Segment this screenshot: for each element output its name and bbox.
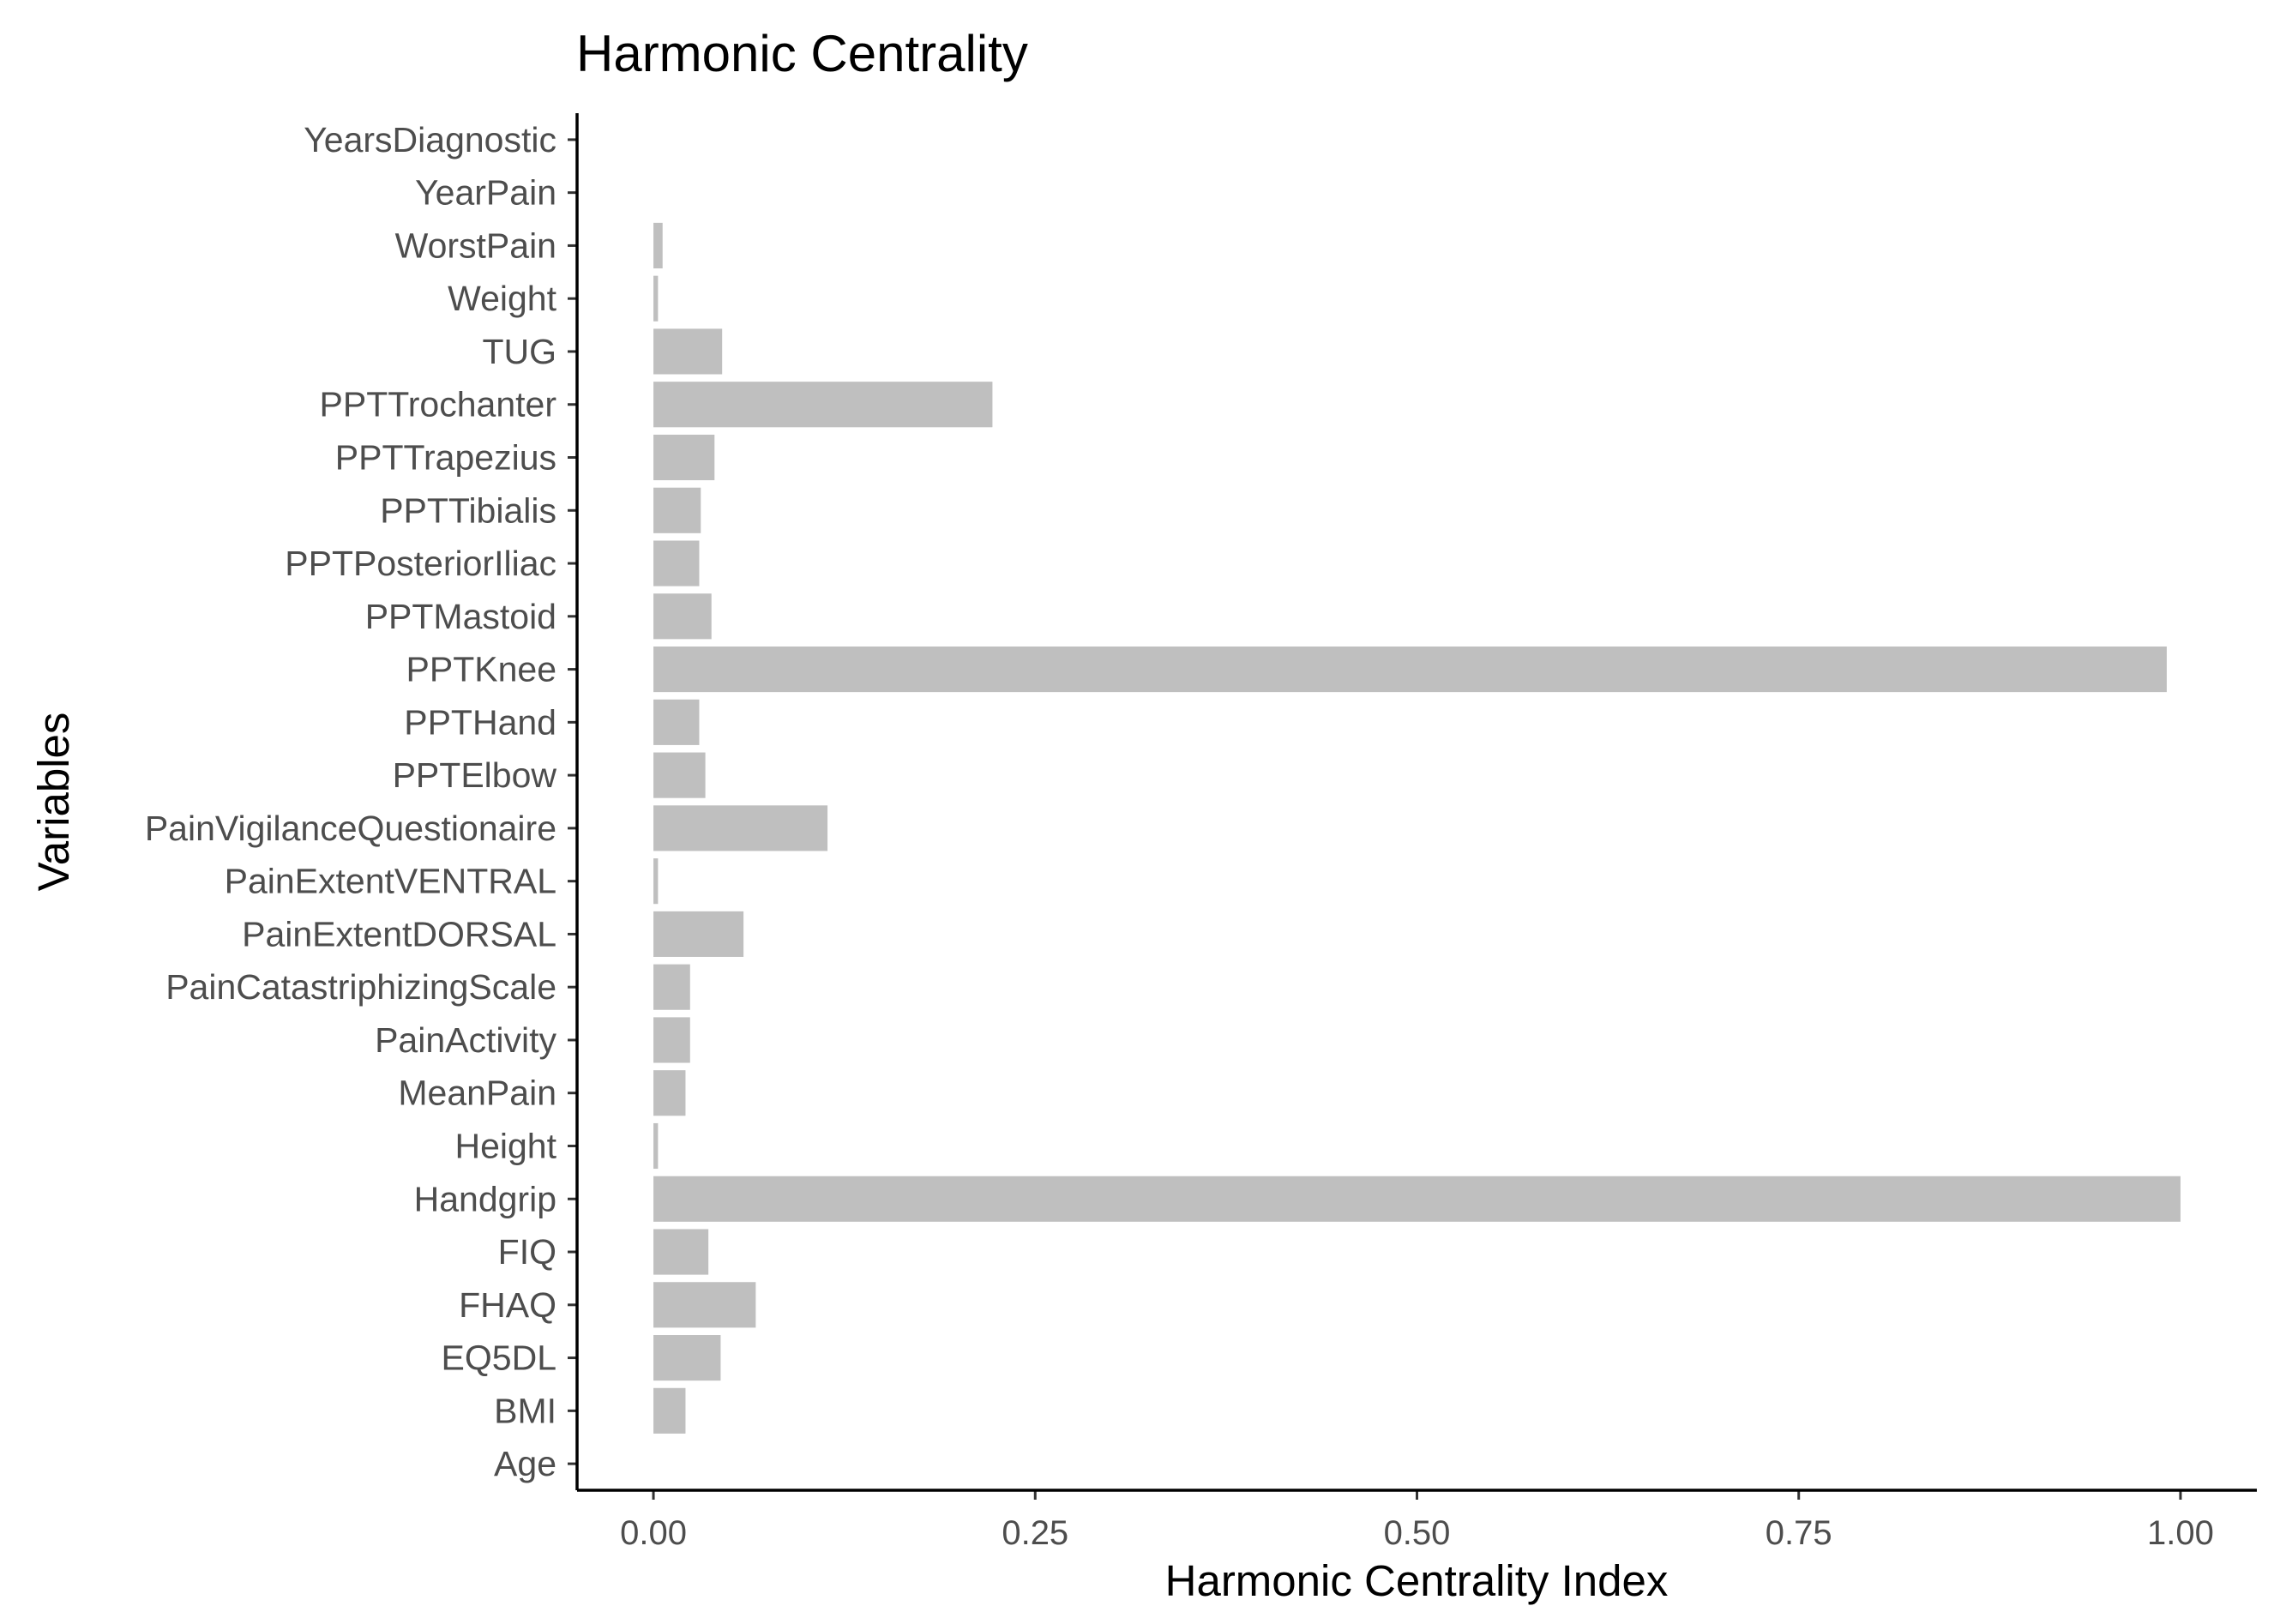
bar-Handgrip: [653, 1176, 2181, 1222]
y-tick-label: Height: [454, 1127, 556, 1166]
y-tick-label: MeanPain: [398, 1074, 556, 1113]
bar-PPTKnee: [653, 647, 2167, 693]
y-tick-label: PPTHand: [404, 702, 556, 742]
x-tick-label: 0.25: [1002, 1514, 1068, 1552]
bar-PainCatastriphizingScale: [653, 964, 690, 1010]
y-axis-title: Variables: [29, 713, 78, 892]
y-tick-label: WorstPain: [395, 226, 556, 265]
x-axis-title: Harmonic Centrality Index: [1165, 1556, 1669, 1605]
bar-WorstPain: [653, 222, 663, 268]
y-tick-label: PPTTibialis: [380, 490, 556, 530]
bar-MeanPain: [653, 1070, 686, 1116]
bar-PPTPosteriorIliac: [653, 540, 700, 586]
bar-FIQ: [653, 1229, 709, 1275]
x-tick-label: 0.50: [1384, 1514, 1451, 1552]
y-tick-label: PPTTrochanter: [320, 385, 556, 424]
bar-PainExtentDORSAL: [653, 911, 744, 957]
y-tick-label: PainActivity: [375, 1020, 556, 1060]
y-tick-label: PPTElbow: [393, 755, 557, 795]
bar-Weight: [653, 275, 659, 322]
bars: [653, 222, 2181, 1434]
y-tick-label: PainCatastriphizingScale: [165, 967, 556, 1007]
bar-PPTElbow: [653, 752, 706, 798]
bar-PPTHand: [653, 699, 700, 745]
chart-title: Harmonic Centrality: [576, 25, 1028, 82]
bar-PainVigilanceQuestionaire: [653, 805, 828, 851]
bar-PPTMastoid: [653, 593, 712, 640]
x-tick-label: 0.00: [620, 1514, 687, 1552]
bar-PainExtentVENTRAL: [653, 858, 659, 905]
y-tick-label: PPTKnee: [406, 650, 557, 689]
y-tick-label: TUG: [482, 332, 556, 371]
y-axis-title-group: Variables: [29, 713, 78, 892]
x-ticks: 0.00 0.25 0.50 0.75 1.00: [620, 1490, 2214, 1552]
y-tick-label: PPTPosteriorIliac: [285, 544, 556, 583]
bar-EQ5DL: [653, 1335, 721, 1381]
bar-TUG: [653, 328, 723, 375]
y-tick-label: Weight: [448, 279, 556, 318]
y-tick-label: FIQ: [498, 1232, 556, 1272]
y-tick-label: FHAQ: [459, 1285, 556, 1325]
bar-BMI: [653, 1387, 686, 1434]
x-tick-label: 0.75: [1766, 1514, 1832, 1552]
y-tick-label: PainExtentVENTRAL: [225, 862, 556, 901]
y-tick-label: BMI: [494, 1391, 556, 1430]
bar-PPTTibialis: [653, 487, 701, 533]
y-tick-label: PainVigilanceQuestionaire: [145, 809, 556, 848]
y-tick-label: YearsDiagnostic: [304, 120, 556, 159]
bar-PPTTrapezius: [653, 434, 715, 481]
y-tick-label: Age: [494, 1444, 556, 1483]
bar-Height: [653, 1122, 659, 1170]
bar-PainActivity: [653, 1017, 690, 1063]
y-tick-label: PPTMastoid: [365, 597, 556, 636]
y-tick-label: YearPain: [415, 173, 556, 213]
bar-PPTTrochanter: [653, 382, 993, 428]
y-tick-label: EQ5DL: [442, 1338, 556, 1378]
y-ticks: YearsDiagnostic YearPain WorstPain Weight TU…: [145, 120, 577, 1483]
bar-FHAQ: [653, 1282, 756, 1328]
y-tick-label: PainExtentDORSAL: [242, 914, 556, 953]
y-tick-label: PPTTrapezius: [335, 438, 556, 478]
y-tick-label: Handgrip: [414, 1179, 556, 1218]
x-tick-label: 1.00: [2147, 1514, 2214, 1552]
